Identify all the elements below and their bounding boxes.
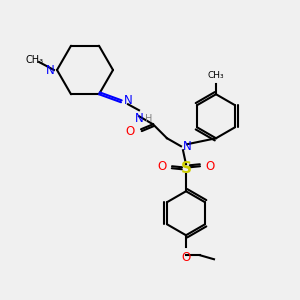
- Text: N: N: [124, 94, 133, 107]
- Text: H: H: [145, 114, 152, 124]
- Text: O: O: [182, 251, 190, 264]
- Text: N: N: [46, 64, 55, 76]
- Text: O: O: [205, 160, 214, 173]
- Text: N: N: [183, 140, 192, 153]
- Text: N: N: [135, 112, 143, 125]
- Text: O: O: [158, 160, 167, 173]
- Text: CH₃: CH₃: [26, 55, 44, 65]
- Text: CH₃: CH₃: [208, 71, 224, 80]
- Text: O: O: [126, 125, 135, 138]
- Text: S: S: [181, 161, 191, 176]
